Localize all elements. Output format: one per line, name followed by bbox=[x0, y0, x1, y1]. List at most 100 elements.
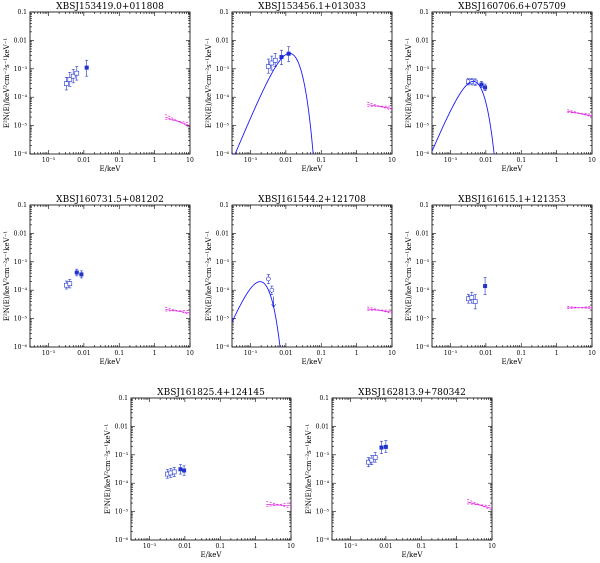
disc-model-curve bbox=[234, 52, 314, 154]
data-point-filled bbox=[74, 270, 79, 275]
data-point-filled bbox=[483, 85, 488, 90]
panel-8: XBSJ162813.9+780342 10⁻³ 0.01 0.1 1 10 10⁻⁶ 10⁻… bbox=[305, 388, 496, 559]
x-axis-label: E/keV bbox=[100, 165, 122, 173]
y-tick-label: 0.1 bbox=[219, 202, 229, 209]
x-tick-label: 1 bbox=[555, 350, 559, 357]
xray-powerlaw-line bbox=[367, 101, 393, 111]
panel-title: XBSJ160706.6+075709 bbox=[458, 2, 566, 12]
y-tick-label: 10⁻⁵ bbox=[14, 316, 28, 323]
x-tick-label: 10⁻³ bbox=[42, 350, 56, 357]
x-tick-label: 10⁻³ bbox=[344, 543, 358, 550]
x-tick-label: 0.1 bbox=[114, 157, 124, 164]
y-axis-label: E²N(E)/keV²cm⁻²s⁻¹keV⁻¹ bbox=[405, 38, 413, 129]
panel-6: XBSJ161615.1+121353 10⁻³ 0.01 0.1 1 10 10⁻⁶ 10⁻… bbox=[405, 195, 596, 366]
xray-powerlaw-line bbox=[467, 501, 493, 509]
data-point-open bbox=[269, 287, 275, 293]
x-tick-label: 1 bbox=[254, 543, 258, 550]
x-tick-label: 0.01 bbox=[479, 157, 492, 164]
data-point-open bbox=[469, 295, 475, 300]
xray-powerlaw-line bbox=[367, 306, 393, 314]
y-tick-label: 10⁻⁶ bbox=[115, 537, 129, 544]
data-point-filled bbox=[379, 445, 384, 450]
y-tick-label: 10⁻⁵ bbox=[216, 316, 230, 323]
x-tick-label: 1 bbox=[153, 157, 157, 164]
panel-7: XBSJ161825.4+124145 10⁻³ 0.01 0.1 1 10 10⁻⁶ 10⁻… bbox=[104, 388, 295, 559]
y-tick-label: 10⁻⁴ bbox=[115, 480, 129, 487]
y-tick-label: 0.1 bbox=[17, 202, 27, 209]
x-tick-label: 0.1 bbox=[316, 350, 326, 357]
xray-powerlaw-line bbox=[165, 118, 191, 124]
data-point-filled bbox=[182, 468, 187, 473]
xray-powerlaw-line bbox=[165, 113, 191, 128]
xray-powerlaw-line bbox=[467, 498, 493, 511]
y-tick-label: 0.01 bbox=[115, 423, 128, 430]
x-tick-label: 0.01 bbox=[479, 350, 492, 357]
x-tick-label: 10 bbox=[186, 157, 194, 164]
plot-frame bbox=[231, 204, 393, 348]
y-tick-label: 0.1 bbox=[419, 202, 429, 209]
y-tick-label: 10⁻³ bbox=[216, 66, 230, 73]
data-point-filled bbox=[84, 65, 89, 70]
y-tick-label: 10⁻⁴ bbox=[416, 287, 430, 294]
y-tick-label: 10⁻⁴ bbox=[216, 287, 230, 294]
x-tick-label: 10⁻³ bbox=[42, 157, 56, 164]
panel-1: XBSJ153419.0+011808 10⁻³ 0.01 0.1 1 10 10⁻⁶ 10⁻… bbox=[3, 2, 194, 173]
x-axis-label: E/keV bbox=[502, 358, 524, 366]
y-axis-label: E²N(E)/keV²cm⁻²s⁻¹keV⁻¹ bbox=[305, 424, 313, 515]
data-point-filled bbox=[483, 284, 488, 289]
panel-title: XBSJ153456.1+013033 bbox=[258, 2, 366, 12]
data-point-open bbox=[266, 64, 271, 69]
xray-powerlaw-line bbox=[567, 109, 593, 118]
data-point-filled bbox=[79, 272, 84, 277]
panel-title: XBSJ161825.4+124145 bbox=[157, 388, 265, 398]
data-point-open bbox=[269, 60, 275, 66]
panel-title: XBSJ160731.5+081202 bbox=[56, 195, 164, 205]
y-tick-label: 10⁻⁶ bbox=[14, 151, 28, 158]
panel-title: XBSJ153419.0+011808 bbox=[56, 2, 164, 12]
data-point-filled bbox=[383, 444, 388, 449]
xray-powerlaw-line bbox=[567, 112, 593, 115]
data-point-open bbox=[67, 281, 73, 286]
x-axis-label: E/keV bbox=[201, 551, 223, 559]
y-tick-label: 10⁻³ bbox=[316, 452, 330, 459]
y-tick-label: 0.1 bbox=[118, 395, 128, 402]
data-point-open bbox=[171, 469, 177, 475]
y-tick-label: 0.1 bbox=[419, 9, 429, 16]
x-axis-label: E/keV bbox=[502, 165, 524, 173]
y-tick-label: 10⁻⁶ bbox=[316, 537, 330, 544]
y-tick-label: 0.1 bbox=[219, 9, 229, 16]
y-tick-label: 10⁻³ bbox=[14, 66, 28, 73]
y-axis-label: E²N(E)/keV²cm⁻²s⁻¹keV⁻¹ bbox=[3, 231, 11, 322]
plot-frame bbox=[431, 11, 593, 155]
data-point-open bbox=[472, 299, 478, 304]
x-tick-label: 0.01 bbox=[379, 543, 392, 550]
y-tick-label: 10⁻³ bbox=[216, 259, 230, 266]
y-axis-label: E²N(E)/keV²cm⁻²s⁻¹keV⁻¹ bbox=[205, 38, 213, 129]
x-tick-label: 0.1 bbox=[316, 157, 326, 164]
x-axis-label: E/keV bbox=[302, 165, 324, 173]
data-point-open bbox=[67, 77, 73, 82]
x-tick-label: 10 bbox=[588, 157, 596, 164]
y-tick-label: 10⁻³ bbox=[416, 66, 430, 73]
plot-frame bbox=[130, 397, 292, 541]
disc-model-curve bbox=[232, 281, 281, 347]
x-tick-label: 1 bbox=[355, 157, 359, 164]
x-tick-label: 10⁻³ bbox=[244, 157, 258, 164]
y-axis-label: E²N(E)/keV²cm⁻²s⁻¹keV⁻¹ bbox=[104, 424, 112, 515]
data-point-open bbox=[266, 276, 271, 282]
y-tick-label: 0.1 bbox=[319, 395, 329, 402]
panel-title: XBSJ161615.1+121353 bbox=[458, 195, 566, 205]
x-tick-label: 10 bbox=[388, 157, 396, 164]
y-tick-label: 10⁻⁵ bbox=[416, 316, 430, 323]
x-tick-label: 10⁻³ bbox=[244, 350, 258, 357]
x-tick-label: 10⁻³ bbox=[444, 350, 458, 357]
y-tick-label: 10⁻⁵ bbox=[14, 123, 28, 130]
y-tick-label: 10⁻⁴ bbox=[316, 480, 330, 487]
data-point-open bbox=[369, 457, 375, 463]
y-tick-label: 0.01 bbox=[416, 230, 429, 237]
data-point-open bbox=[64, 81, 69, 86]
y-tick-label: 10⁻⁵ bbox=[416, 123, 430, 130]
data-point-open bbox=[70, 73, 76, 79]
y-tick-label: 10⁻⁴ bbox=[14, 287, 28, 294]
y-tick-label: 0.01 bbox=[14, 230, 27, 237]
